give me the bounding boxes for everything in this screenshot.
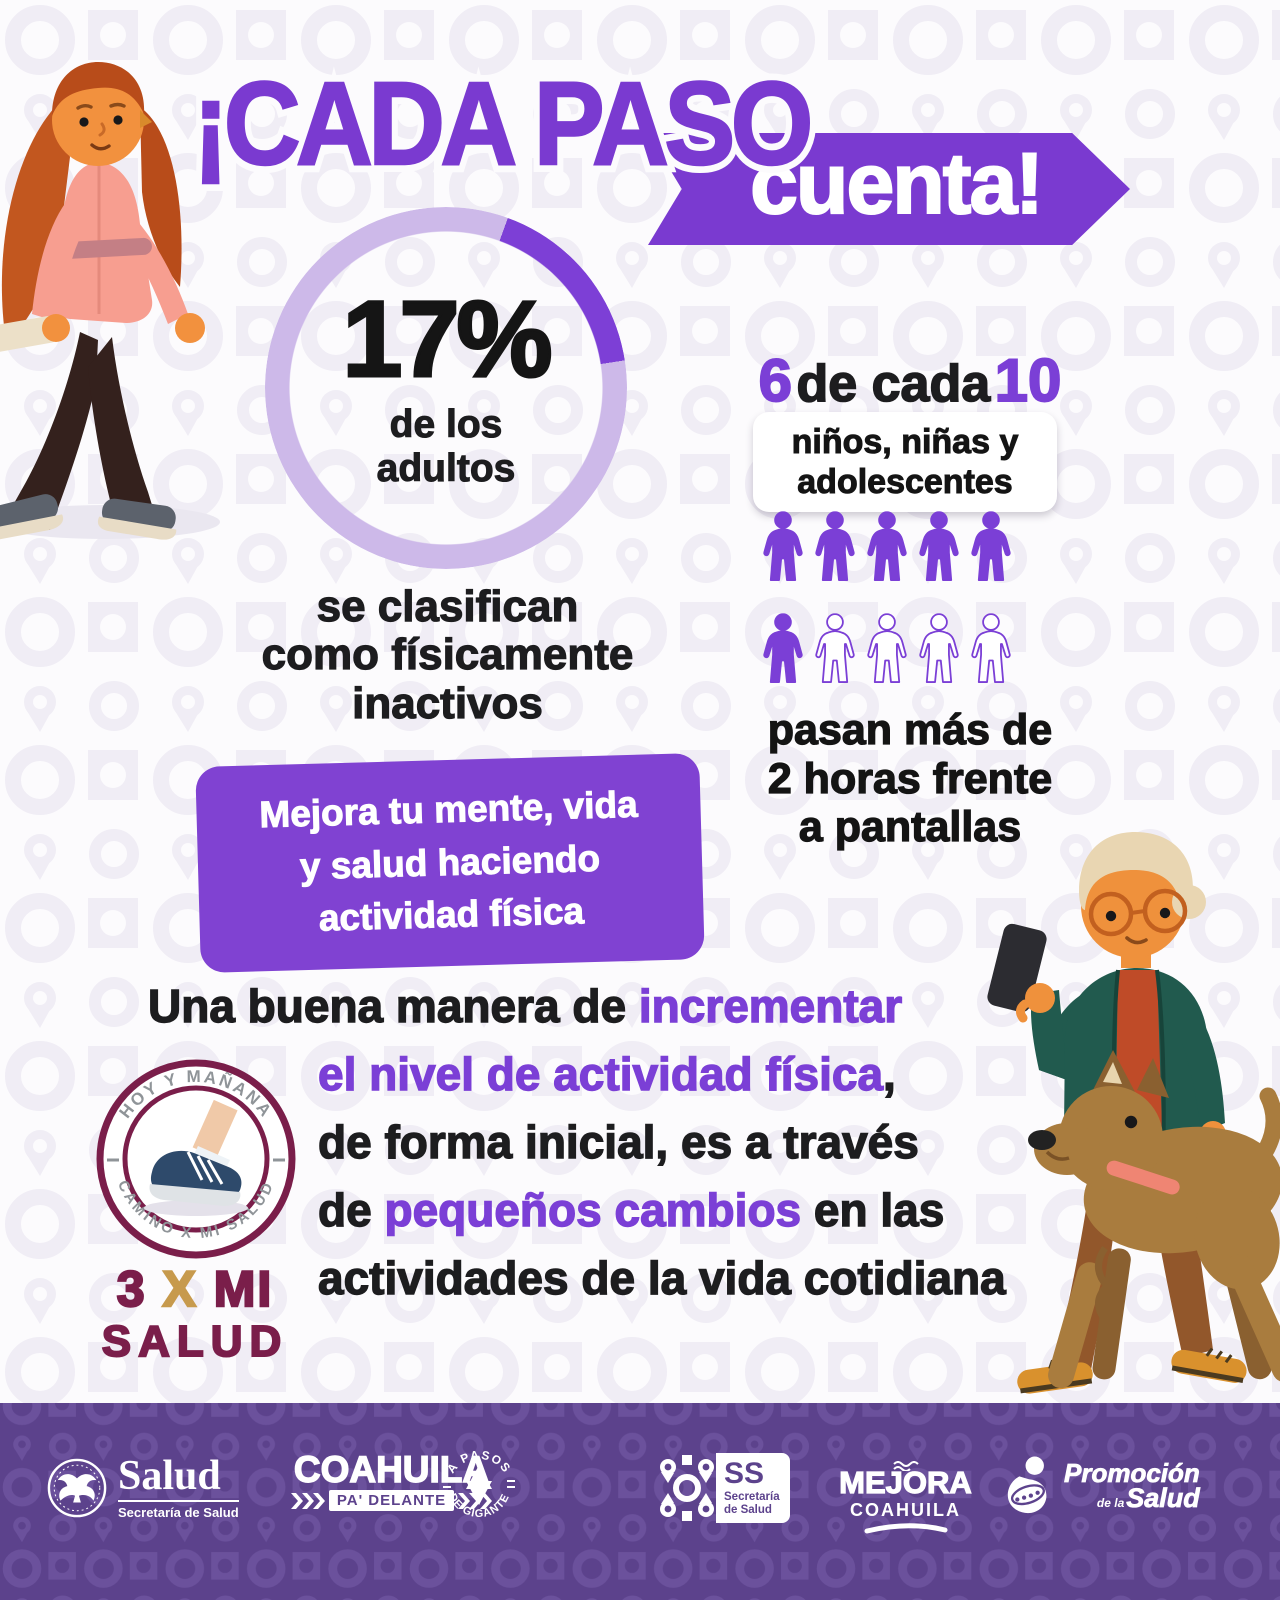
person-icon (812, 500, 858, 594)
logo-mejora-name: MEJORA (839, 1465, 973, 1500)
woman-walking-illustration (0, 62, 220, 540)
brand-num: 3 (116, 1261, 147, 1317)
swoosh-icon (864, 1523, 947, 1534)
logo-coahuila-name: COAHUILA (293, 1449, 490, 1490)
ss-tile-icon (660, 1455, 714, 1521)
ratio-headline: 6 de cada 10 (700, 346, 1120, 415)
group-label-box: niños, niñas y adolescentes (753, 412, 1057, 513)
waves-icon (892, 1461, 919, 1471)
person-icon (864, 500, 910, 594)
sneaker-icon (144, 1099, 248, 1216)
pictogram (760, 500, 1016, 696)
logo-salud-sub: Secretaría de Salud (118, 1500, 239, 1520)
donut-sublabel: de los adultos (376, 403, 516, 491)
person-icon (968, 500, 1014, 594)
paragraph-line: de pequeños cambios en las (317, 1183, 945, 1236)
paragraph-line: el nivel de actividad física, (317, 1047, 896, 1100)
person-icon (864, 602, 910, 696)
person-icon (916, 500, 962, 594)
page-title-text: ¡CADA PASO (192, 57, 815, 192)
title-banner-text: cuenta! (749, 135, 1045, 233)
chevrons-right-icon (290, 1492, 325, 1509)
logo-promocion-line1: Promoción (1064, 1458, 1201, 1488)
donut-center-labels: 17% de los adultos (265, 207, 627, 569)
page-title: ¡CADA PASO ¡CADA PASO (186, 50, 1093, 198)
person-icon (916, 602, 962, 696)
logo-mejora-sub: COAHUILA (850, 1500, 961, 1520)
logo-promocion-salud: Promoción de laSalud (998, 1455, 1200, 1517)
paragraph-line: de forma inicial, es a través (317, 1115, 919, 1168)
brand-3xmi: 3 X MI SALUD (85, 1261, 305, 1366)
paragraph-line: actividades de la vida cotidiana (317, 1251, 1006, 1304)
brand-x: X (161, 1261, 198, 1317)
logo-promocion-line2: de la (1096, 1496, 1125, 1510)
donut-caption: se clasifican como físicamente inactivos (261, 582, 634, 728)
logo-a-pasos-de-gigante: A PASOS DE GIGANTE (443, 1448, 515, 1520)
man-with-dog-illustration (987, 832, 1280, 1394)
donut-ring (265, 207, 627, 569)
logo-coahuila-tagline: PA' DELANTE (328, 1490, 455, 1511)
person-icon (812, 602, 858, 696)
ratio-value: 6 (758, 346, 793, 415)
logo-coahuila: COAHUILA PA' DELANTE (284, 1449, 499, 1511)
paragraph: Una buena manera de incrementar el nivel … (147, 972, 1078, 1312)
logo-ss-sub: Secretaría de Salud (724, 1490, 780, 1516)
pictogram-caption: pasan más de 2 horas frente a pantallas (767, 705, 1053, 852)
person-icon (760, 602, 806, 696)
brand-mi: MI (213, 1261, 274, 1317)
logo-promocion-line3: Salud (1126, 1483, 1200, 1513)
promocion-person-icon (1007, 1456, 1047, 1514)
callout-box: Mejora tu mente, vida y salud haciendo a… (195, 753, 705, 973)
logo-salud-name: Salud (118, 1453, 221, 1499)
person-icon (968, 602, 1014, 696)
brand-salud: SALUD (101, 1317, 289, 1366)
person-icon (760, 500, 806, 594)
ratio-unit: de cada (796, 354, 991, 414)
mexico-seal-icon (47, 1458, 107, 1517)
page-title-outline: ¡CADA PASO (186, 50, 821, 198)
donut-value: 17% (341, 278, 554, 400)
donut-chart: 17% de los adultos (265, 207, 627, 569)
footer: Salud Secretaría de Salud COAHUILA PA' D… (0, 1403, 1280, 1600)
logo-ss-abbr: SS (724, 1456, 765, 1490)
logo-mejora: MEJORA COAHUILA (838, 1461, 973, 1535)
camino-x-mi-salud-badge: HOY Y MAÑANA CAMINO X MI SALUD (96, 1059, 296, 1259)
logo-salud: Salud Secretaría de Salud (46, 1455, 239, 1520)
ratio-total: 10 (994, 346, 1063, 415)
logo-ss: SS Secretaría de Salud (658, 1453, 790, 1523)
paragraph-line: Una buena manera de incrementar (147, 979, 903, 1032)
title-banner-arrow: cuenta! (648, 133, 1130, 245)
